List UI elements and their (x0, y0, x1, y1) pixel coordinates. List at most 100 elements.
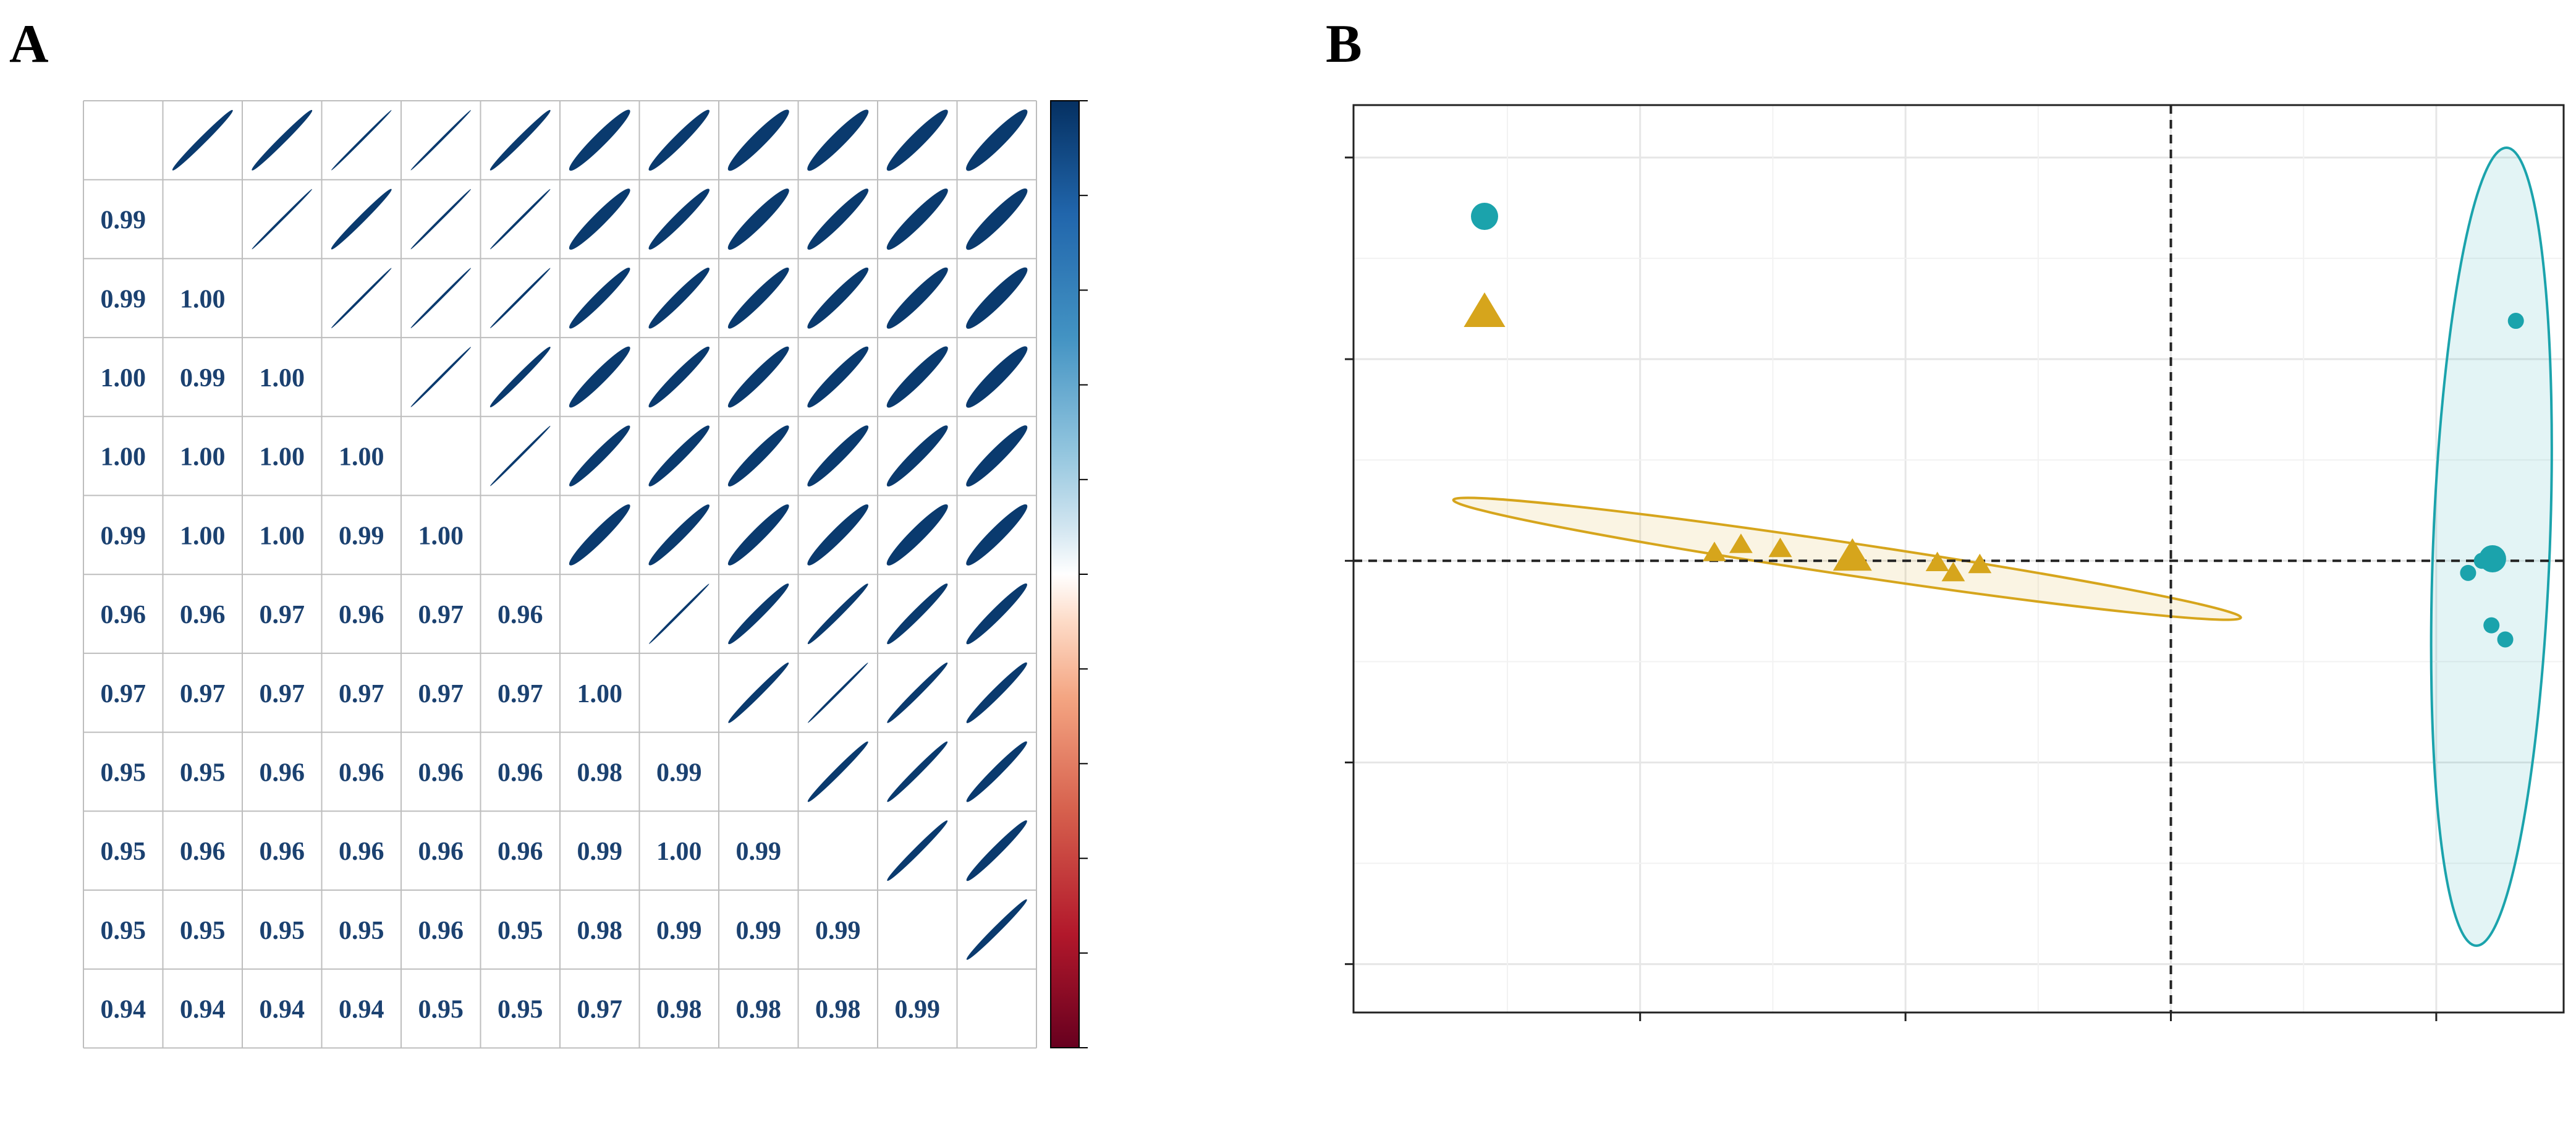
correlation-value: 0.95 (498, 917, 543, 945)
correlation-ellipse (966, 425, 1028, 487)
correlation-ellipse (648, 425, 710, 486)
correlation-grid (83, 100, 1037, 1049)
correlation-value: 1.00 (180, 285, 226, 313)
correlation-ellipse (648, 504, 710, 566)
correlation-ellipse (648, 109, 710, 171)
correlation-ellipse (966, 188, 1028, 250)
correlation-value: 0.96 (339, 838, 384, 866)
correlation-ellipse (648, 584, 710, 644)
pca-gridlines (1354, 105, 2564, 1012)
correlation-ellipse (886, 504, 948, 566)
control-point (2497, 631, 2514, 648)
correlation-value: 1.00 (180, 443, 226, 472)
correlation-value: 0.99 (180, 364, 226, 393)
correlation-value: 0.95 (339, 917, 384, 945)
correlation-value: 0.97 (418, 680, 464, 708)
correlation-value: 1.00 (260, 522, 305, 550)
correlation-ellipse (807, 504, 869, 566)
correlation-ellipse (410, 109, 472, 171)
correlation-value: 0.98 (736, 996, 782, 1024)
correlation-ellipse (886, 346, 948, 408)
correlation-ellipse (727, 189, 789, 250)
correlation-ellipse (966, 662, 1027, 723)
correlation-ellipse (966, 346, 1028, 408)
correlation-value: 0.94 (180, 996, 226, 1024)
correlation-value: 0.97 (260, 680, 305, 708)
correlation-value: 1.00 (260, 364, 305, 393)
correlation-value: 1.00 (180, 522, 226, 550)
correlation-ellipse (569, 109, 630, 171)
colorbar-ticks (1079, 100, 1088, 1048)
correlation-value: 0.96 (498, 758, 543, 787)
correlation-value: 0.95 (498, 996, 543, 1024)
correlation-value: 0.95 (180, 917, 226, 945)
correlation-ellipse (728, 583, 789, 645)
correlation-ellipse (569, 267, 630, 329)
correlation-ellipse (807, 189, 869, 250)
legend-fa-marker (1464, 292, 1506, 327)
correlation-value: 0.99 (736, 917, 782, 945)
correlation-value: 0.96 (339, 601, 384, 629)
correlation-ellipse (252, 109, 313, 171)
correlation-value: 0.97 (498, 680, 543, 708)
correlation-ellipse (886, 109, 948, 171)
correlation-ellipse (966, 899, 1027, 960)
correlation-value: 0.95 (418, 996, 464, 1024)
correlation-value: 0.94 (101, 996, 146, 1024)
correlation-value: 0.96 (101, 601, 146, 629)
correlation-ellipse (887, 662, 948, 723)
correlation-ellipse (728, 662, 789, 723)
correlation-ellipse (489, 189, 551, 250)
correlation-ellipse (252, 189, 313, 250)
correlation-value: 0.99 (656, 917, 702, 945)
panel-a-label: A (9, 14, 49, 74)
correlation-value: 0.99 (101, 522, 146, 550)
correlation-ellipse (569, 504, 630, 566)
correlation-value: 0.94 (260, 996, 305, 1024)
correlation-ellipse (727, 346, 789, 408)
correlation-ellipse (648, 267, 710, 329)
pca-points (1703, 313, 2524, 648)
correlation-value: 0.96 (260, 758, 305, 787)
correlation-ellipse (887, 583, 948, 645)
correlation-value: 0.96 (498, 601, 543, 629)
correlation-ellipse (410, 347, 472, 407)
correlation-ellipse (807, 425, 869, 487)
correlation-ellipse (331, 189, 392, 250)
correlation-ellipse (331, 109, 392, 171)
fa-point (1768, 537, 1792, 558)
correlation-ellipse (886, 425, 948, 487)
pca-reference-lines (1354, 105, 2564, 1012)
correlation-value: 0.99 (577, 838, 623, 866)
correlation-ellipse (648, 346, 710, 408)
correlation-value: 0.98 (656, 996, 702, 1024)
correlation-ellipse (727, 425, 789, 487)
correlation-ellipse (886, 189, 948, 250)
correlation-ellipse (569, 425, 630, 486)
correlation-value: 1.00 (339, 443, 384, 472)
control-centroid (2478, 545, 2506, 572)
correlation-value: 0.99 (339, 522, 384, 550)
correlation-ellipse (489, 346, 551, 407)
correlation-matrix-panel: 0.99 0.99 1.00 1.00 0.99 1.00 1.00 1.00 1.00 1.00… (83, 100, 1088, 1049)
correlation-ellipse (489, 268, 551, 329)
correlation-ellipse (886, 267, 948, 329)
fa-point (1968, 553, 1992, 574)
fa-centroid (1832, 538, 1872, 571)
correlation-value: 1.00 (418, 522, 464, 550)
correlation-ellipse (966, 267, 1028, 329)
correlation-value: 0.95 (180, 758, 226, 787)
correlation-value: 0.96 (339, 758, 384, 787)
correlation-value: 0.99 (736, 838, 782, 866)
correlation-ellipse (410, 268, 472, 329)
control-point (2507, 313, 2524, 329)
correlation-ellipse (807, 109, 869, 171)
colorbar-gradient (1050, 100, 1080, 1048)
correlation-ellipse (489, 109, 551, 171)
correlation-value: 0.95 (101, 917, 146, 945)
correlation-ellipse (966, 109, 1028, 171)
correlation-ellipse (966, 583, 1028, 645)
correlation-ellipse (331, 268, 392, 329)
correlation-value: 0.99 (101, 206, 146, 235)
correlation-ellipse (807, 741, 868, 802)
